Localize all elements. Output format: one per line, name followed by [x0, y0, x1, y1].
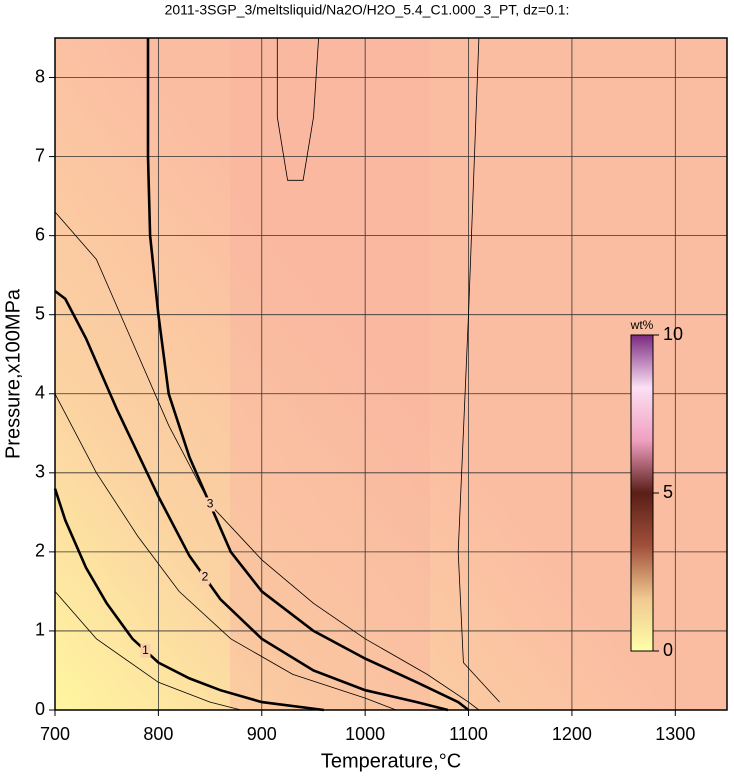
colorbar-label: wt% [630, 318, 654, 332]
contour-label: 3 [207, 497, 214, 511]
contour-label-bg [199, 570, 210, 585]
plot-frame [54, 37, 728, 711]
x-tick-label: 1200 [552, 724, 592, 744]
contour [54, 591, 242, 711]
contour [54, 211, 480, 711]
plot-shade [230, 38, 430, 710]
x-tick-label: 700 [40, 724, 70, 744]
colorbar [630, 334, 654, 652]
x-tick-label: 1000 [345, 724, 385, 744]
y-tick-label: 3 [35, 462, 45, 482]
contour [276, 37, 319, 181]
y-tick-label: 7 [35, 145, 45, 165]
y-tick-label: 6 [35, 224, 45, 244]
contour-label: 2 [202, 570, 209, 584]
x-tick-label: 900 [247, 724, 277, 744]
colorbar-tick-label: 0 [663, 640, 673, 660]
contour [54, 393, 397, 711]
contour-label: 1 [142, 643, 149, 657]
y-tick-label: 5 [35, 303, 45, 323]
x-axis-label: Temperature,°C [321, 750, 461, 772]
x-tick-label: 1100 [449, 724, 488, 744]
colorbar-tick-label: 5 [663, 482, 673, 502]
contour-label-bg [140, 643, 151, 658]
x-tick-label: 1300 [655, 724, 695, 744]
contour [457, 37, 500, 703]
y-tick-label: 0 [35, 699, 45, 719]
contour-label-bg [205, 497, 216, 512]
contour-bold [146, 38, 470, 712]
colorbar-tick-label: 10 [663, 324, 683, 344]
y-tick-label: 1 [35, 620, 45, 640]
y-tick-label: 2 [35, 541, 45, 561]
x-tick-label: 800 [143, 724, 173, 744]
y-tick-label: 4 [35, 383, 45, 403]
chart-title: 2011-3SGP_3/meltsliquid/Na2O/H2O_5.4_C1.… [165, 2, 570, 18]
y-tick-label: 8 [35, 66, 45, 86]
y-axis-label: Pressure,x100MPa [2, 288, 24, 459]
